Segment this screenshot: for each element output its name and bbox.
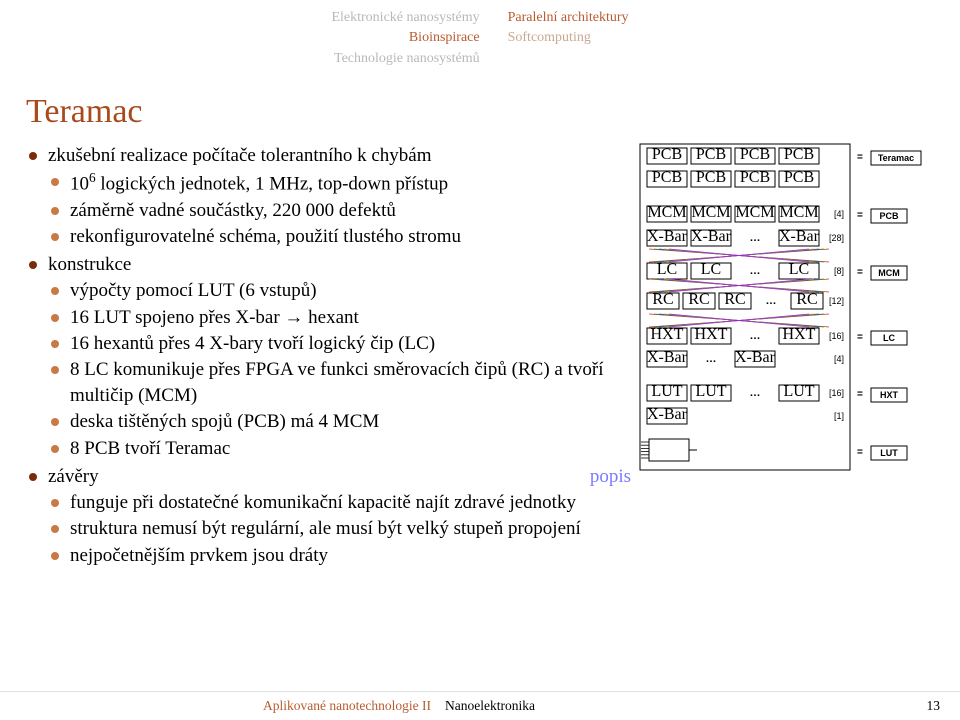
- nav-left-col: Elektronické nanosystémyBioinspiraceTech…: [331, 8, 479, 69]
- svg-text:RC: RC: [688, 291, 709, 308]
- text: 10: [70, 173, 89, 194]
- page-title: Teramac: [0, 87, 960, 143]
- svg-text:=: =: [857, 267, 863, 278]
- footer-page: 13: [927, 698, 941, 714]
- bullet-2-6: 8 PCB tvoří Teramac: [48, 436, 631, 462]
- svg-text:=: =: [857, 332, 863, 343]
- bullet-2-2: 16 LUT spojeno přes X-bar → hexant: [48, 305, 631, 331]
- svg-text:X-Bar: X-Bar: [647, 349, 688, 366]
- svg-text:RC: RC: [724, 291, 745, 308]
- exp: 6: [89, 170, 96, 185]
- bullet-3-3: nejpočetnějším prvkem jsou dráty: [48, 543, 631, 569]
- svg-text:[16]: [16]: [829, 331, 844, 341]
- svg-text:HXT: HXT: [695, 326, 728, 343]
- svg-text:X-Bar: X-Bar: [691, 228, 732, 245]
- svg-text:[1]: [1]: [834, 411, 844, 421]
- svg-text:[16]: [16]: [829, 388, 844, 398]
- bullet-3-1: funguje při dostatečné komunikační kapac…: [48, 490, 631, 516]
- svg-text:MCM: MCM: [779, 204, 818, 221]
- svg-text:PCB: PCB: [784, 169, 814, 186]
- svg-text:X-Bar: X-Bar: [779, 228, 820, 245]
- svg-text:PCB: PCB: [879, 211, 899, 221]
- svg-text:MCM: MCM: [878, 268, 900, 278]
- svg-text:…: …: [750, 265, 761, 277]
- nav-item[interactable]: Technologie nanosystémů: [331, 49, 479, 69]
- bullet-2-5: deska tištěných spojů (PCB) má 4 MCM: [48, 409, 631, 435]
- svg-text:Teramac: Teramac: [878, 153, 914, 163]
- svg-text:LUT: LUT: [695, 383, 726, 400]
- nav-item[interactable]: Bioinspirace: [331, 28, 479, 48]
- nav-item[interactable]: Paralelní architektury: [508, 8, 629, 28]
- text: logických jednotek, 1 MHz, top-down přís…: [96, 173, 449, 194]
- svg-text:…: …: [750, 330, 761, 342]
- popis-link[interactable]: popis: [590, 464, 631, 490]
- svg-text:HXT: HXT: [783, 326, 816, 343]
- svg-text:HXT: HXT: [880, 390, 899, 400]
- svg-text:X-Bar: X-Bar: [647, 406, 688, 423]
- svg-text:LC: LC: [883, 333, 895, 343]
- text: konstrukce: [48, 254, 131, 275]
- bullet-2-3: 16 hexantů přes 4 X-bary tvoří logický č…: [48, 331, 631, 357]
- svg-text:…: …: [750, 387, 761, 399]
- svg-text:[4]: [4]: [834, 354, 844, 364]
- svg-text:PCB: PCB: [784, 146, 814, 163]
- svg-text:…: …: [766, 295, 777, 307]
- svg-text:LC: LC: [789, 261, 809, 278]
- bullet-2-4: 8 LC komunikuje přes FPGA ve funkci směr…: [48, 357, 631, 409]
- nav-right-col: Paralelní architekturySoftcomputing: [508, 8, 629, 69]
- svg-text:LC: LC: [701, 261, 721, 278]
- svg-text:MCM: MCM: [735, 204, 774, 221]
- svg-text:X-Bar: X-Bar: [735, 349, 776, 366]
- bullet-3-2: struktura nemusí být regulární, ale musí…: [48, 516, 631, 542]
- svg-text:[4]: [4]: [834, 209, 844, 219]
- svg-text:PCB: PCB: [740, 146, 770, 163]
- footer-center: Nanoelektronika: [445, 698, 927, 714]
- header-nav: Elektronické nanosystémyBioinspiraceTech…: [0, 0, 960, 87]
- svg-text:PCB: PCB: [696, 169, 726, 186]
- footer-left: Aplikované nanotechnologie II: [0, 698, 445, 714]
- svg-text:X-Bar: X-Bar: [647, 228, 688, 245]
- svg-text:[8]: [8]: [834, 266, 844, 276]
- bullet-3: závěry popis funguje při dostatečné komu…: [26, 464, 631, 569]
- svg-text:LUT: LUT: [783, 383, 814, 400]
- svg-text:PCB: PCB: [696, 146, 726, 163]
- bullet-1-1: 106 logických jednotek, 1 MHz, top-down …: [48, 169, 631, 198]
- svg-text:LUT: LUT: [880, 448, 898, 458]
- svg-text:LC: LC: [657, 261, 677, 278]
- main-row: zkušební realizace počítače tolerantního…: [0, 143, 960, 571]
- svg-text:LUT: LUT: [651, 383, 682, 400]
- text: zkušební realizace počítače tolerantního…: [48, 145, 432, 166]
- svg-text:RC: RC: [652, 291, 673, 308]
- svg-text:=: =: [857, 389, 863, 400]
- nav-item[interactable]: Elektronické nanosystémy: [331, 8, 479, 28]
- svg-text:…: …: [750, 232, 761, 244]
- bullet-2: konstrukce výpočty pomocí LUT (6 vstupů)…: [26, 252, 631, 462]
- nav-item[interactable]: Softcomputing: [508, 28, 629, 48]
- content: zkušební realizace počítače tolerantního…: [26, 143, 631, 571]
- svg-text:[12]: [12]: [829, 296, 844, 306]
- svg-text:…: …: [706, 353, 717, 365]
- svg-text:MCM: MCM: [647, 204, 686, 221]
- footer: Aplikované nanotechnologie II Nanoelektr…: [0, 691, 960, 720]
- svg-text:PCB: PCB: [652, 169, 682, 186]
- bullet-1: zkušební realizace počítače tolerantního…: [26, 143, 631, 250]
- svg-text:=: =: [857, 447, 863, 458]
- bullet-1-2: záměrně vadné součástky, 220 000 defektů: [48, 198, 631, 224]
- svg-text:PCB: PCB: [740, 169, 770, 186]
- svg-text:PCB: PCB: [652, 146, 682, 163]
- svg-text:=: =: [857, 210, 863, 221]
- svg-text:RC: RC: [796, 291, 817, 308]
- svg-text:HXT: HXT: [651, 326, 684, 343]
- bullet-1-3: rekonfigurovatelné schéma, použití tlust…: [48, 224, 631, 250]
- hierarchy-diagram: PCB PCB PCB PCB = Teramac PCB PCB PCB PCB MCM MCM MC…: [639, 143, 934, 571]
- text: závěry: [48, 464, 99, 490]
- bullet-2-1: výpočty pomocí LUT (6 vstupů): [48, 278, 631, 304]
- svg-text:[28]: [28]: [829, 233, 844, 243]
- svg-text:=: =: [857, 152, 863, 163]
- svg-text:MCM: MCM: [691, 204, 730, 221]
